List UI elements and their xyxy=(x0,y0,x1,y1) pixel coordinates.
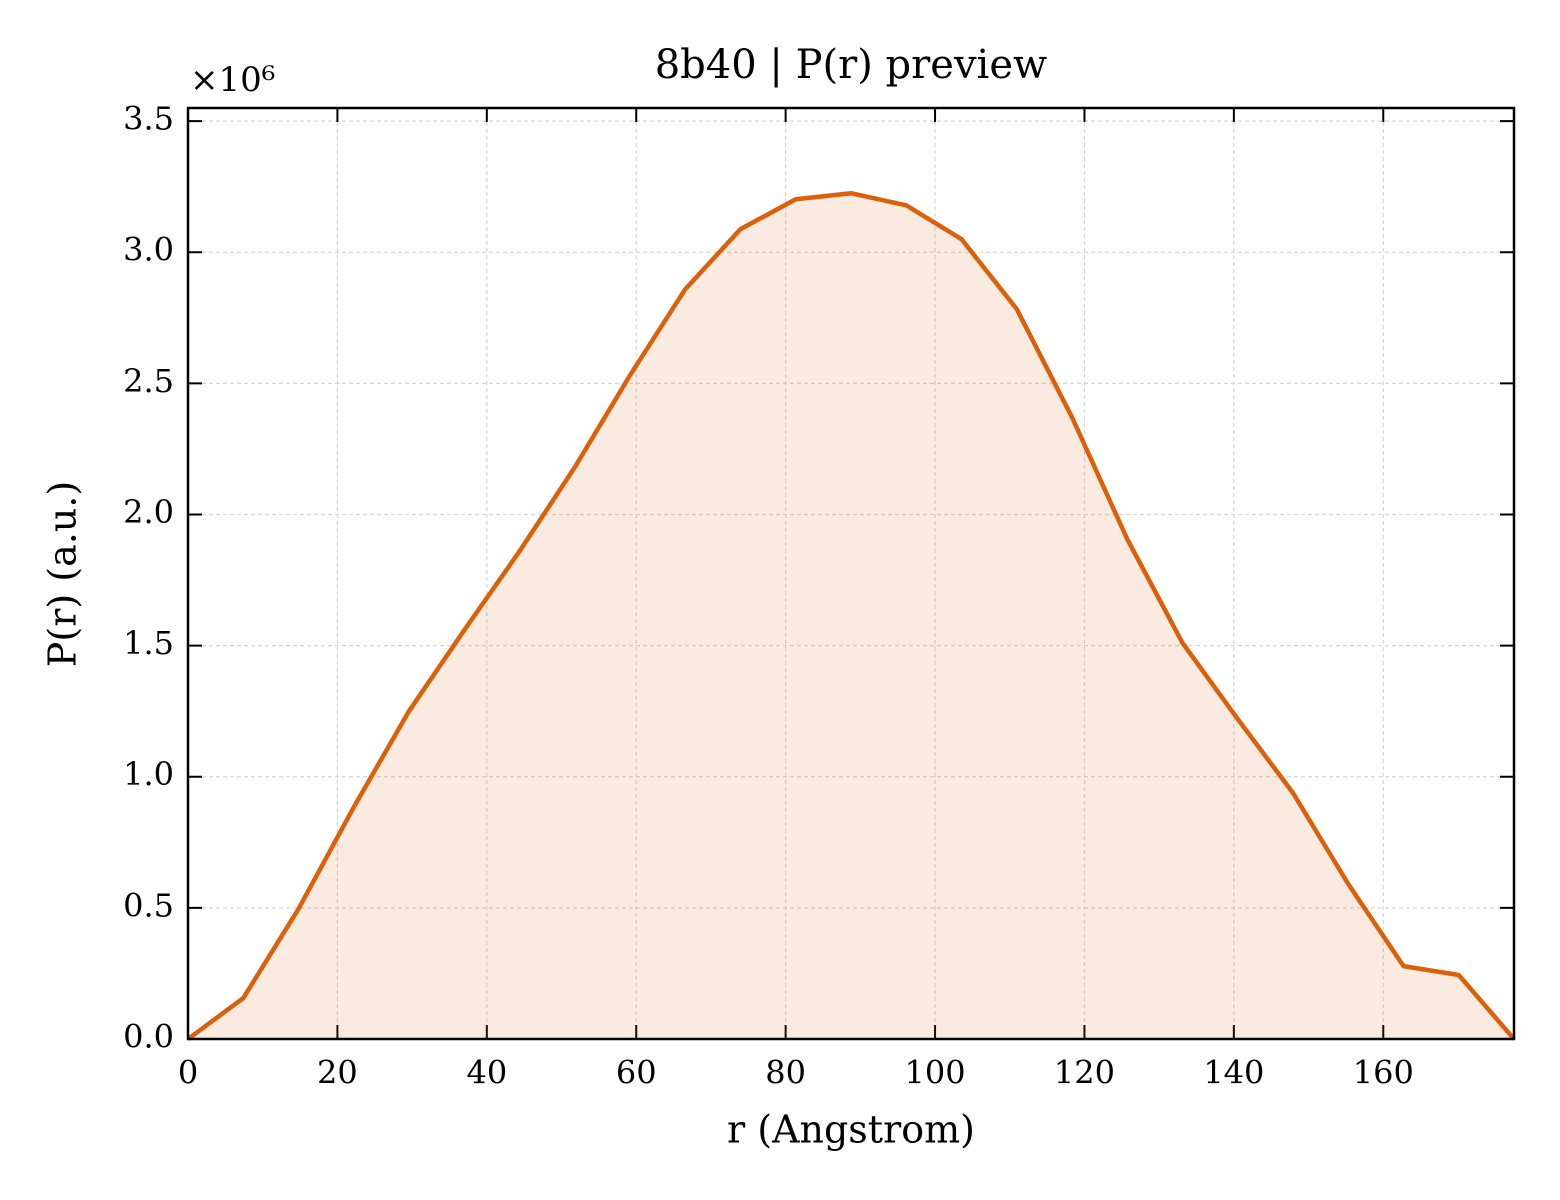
x-tick-label: 0 xyxy=(178,1054,198,1092)
y-tick-label: 0.0 xyxy=(123,1018,174,1056)
area-fill xyxy=(188,193,1514,1039)
y-tick-label: 2.5 xyxy=(123,362,174,400)
y-tick-label: 3.0 xyxy=(123,231,174,269)
y-offset-label: ×10⁶ xyxy=(190,60,275,100)
y-tick-label: 3.5 xyxy=(123,100,174,138)
plot-frame xyxy=(186,106,1516,1041)
x-tick-label: 80 xyxy=(765,1054,806,1092)
x-axis-label: r (Angstrom) xyxy=(727,1108,975,1152)
y-tick-label: 0.5 xyxy=(123,886,174,924)
x-tick-label: 60 xyxy=(616,1054,657,1092)
chart-title: 8b40 | P(r) preview xyxy=(655,42,1048,88)
x-tick-label: 40 xyxy=(466,1054,507,1092)
x-tick-label: 160 xyxy=(1353,1054,1414,1092)
pr-line xyxy=(186,190,1516,1041)
x-tick-label: 140 xyxy=(1203,1054,1264,1092)
y-tick-label: 1.0 xyxy=(123,755,174,793)
y-tick-label: 1.5 xyxy=(123,624,174,662)
x-tick-label: 20 xyxy=(317,1054,358,1092)
x-tick-label: 120 xyxy=(1054,1054,1115,1092)
x-tick-label: 100 xyxy=(905,1054,966,1092)
y-tick-label: 2.0 xyxy=(123,493,174,531)
y-axis-label: P(r) (a.u.) xyxy=(41,481,85,667)
